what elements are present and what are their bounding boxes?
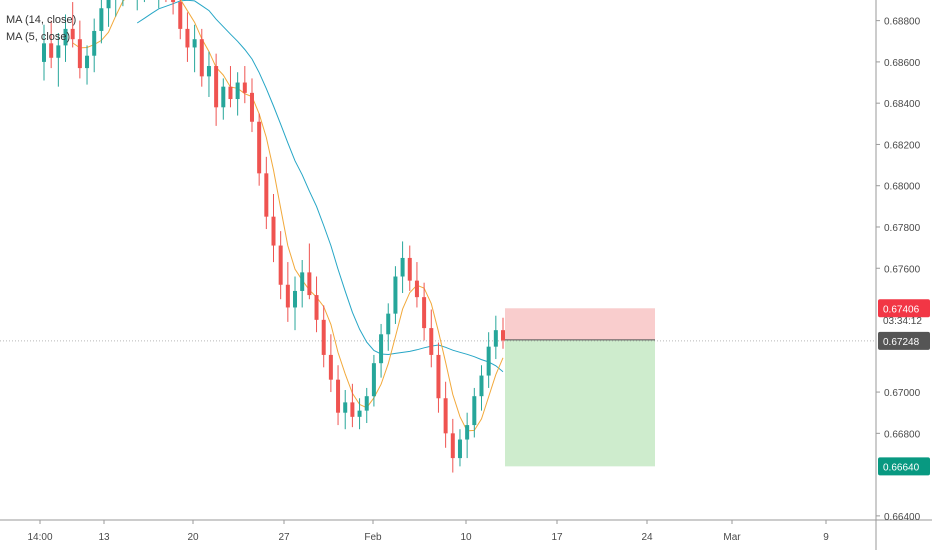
ma-14-line (136, 0, 504, 373)
candle-body (199, 39, 204, 77)
candle-body (264, 173, 269, 217)
target-price-badge: 0.66640 (883, 462, 920, 473)
take-profit-zone (505, 339, 655, 467)
candle-body (63, 28, 68, 46)
candle-body (443, 398, 448, 434)
target-price-badge-bg (878, 457, 930, 476)
candle-body (321, 319, 326, 355)
x-tick-label: 17 (551, 532, 563, 543)
candle-body (400, 257, 405, 277)
legend-ma-5[interactable]: MA (5, close) (6, 31, 71, 43)
candle-body (293, 290, 298, 308)
candle-body (493, 330, 498, 347)
candle-body (486, 346, 491, 376)
y-tick-label: 0.66800 (884, 429, 921, 440)
candle-body (42, 43, 46, 62)
ma-5-line (72, 0, 504, 432)
candle-body (171, 0, 176, 3)
candle-body (343, 402, 348, 413)
stop-price-badge-bg (878, 299, 930, 318)
y-tick-label: 0.68200 (884, 140, 921, 151)
candle-body (49, 43, 54, 58)
candle-body (85, 55, 90, 69)
candle-body (364, 396, 369, 411)
candle-body (501, 330, 505, 341)
candle-body (450, 433, 455, 459)
candle-body (249, 92, 254, 122)
candle-body (307, 272, 312, 296)
y-tick-label: 0.67000 (884, 388, 921, 399)
candle-body (457, 439, 462, 459)
x-tick-label: 24 (641, 532, 653, 543)
x-tick-label: 20 (187, 532, 199, 543)
y-tick-label: 0.67800 (884, 223, 921, 234)
stop-price-badge: 0.67406 (883, 304, 920, 315)
y-tick-label: 0.68000 (884, 182, 921, 193)
y-tick-label: 0.66400 (884, 512, 921, 523)
x-tick-label: 27 (278, 532, 290, 543)
candle-body (56, 45, 61, 58)
candle-body (235, 82, 240, 100)
x-tick-label: 14:00 (27, 532, 52, 543)
legend-ma-14[interactable]: MA (14, close) (6, 14, 77, 26)
candle-body (206, 66, 211, 77)
candle-body (178, 2, 183, 29)
candle-body (214, 66, 219, 108)
last-price-badge-bg (878, 331, 930, 350)
y-tick-label: 0.67600 (884, 264, 921, 275)
candle-body (429, 328, 434, 355)
candle-body (479, 375, 484, 397)
candle-body (242, 82, 247, 93)
candle-body (328, 354, 333, 380)
candle-body (300, 272, 305, 291)
candle-body (336, 379, 341, 413)
candle-body (357, 410, 362, 417)
candle-body (465, 425, 470, 440)
position-tool[interactable] (0, 308, 876, 467)
candle-body (379, 334, 384, 364)
candle-body (371, 363, 376, 397)
candle-body (228, 86, 233, 100)
x-axis-bg (0, 520, 932, 550)
y-tick-label: 0.68400 (884, 99, 921, 110)
candle-body (257, 121, 262, 174)
candle-body (271, 216, 276, 246)
candle-body (99, 8, 104, 31)
candle-body (393, 276, 398, 314)
candle-body (185, 28, 190, 48)
candlestick-series (42, 0, 505, 473)
candle-body (77, 39, 82, 69)
candle-body (192, 39, 197, 48)
candle-body (314, 295, 319, 320)
candle-body (436, 354, 441, 399)
stop-loss-zone (505, 308, 655, 340)
candle-body (92, 30, 97, 56)
x-tick-label: 9 (823, 532, 829, 543)
last-price-badge: 0.67248 (883, 337, 920, 348)
x-tick-label: 13 (98, 532, 110, 543)
y-tick-label: 0.68600 (884, 58, 921, 69)
candle-body (70, 28, 75, 40)
x-tick-label: Feb (364, 532, 382, 543)
candle-body (278, 245, 283, 285)
candle-body (386, 313, 391, 335)
candle-body (422, 297, 427, 329)
candle-body (106, 0, 111, 9)
candle-body (414, 280, 419, 298)
candle-body (472, 396, 477, 426)
y-tick-label: 0.68800 (884, 17, 921, 28)
countdown-label: 03:34:12 (883, 316, 922, 327)
indicator-legend: MA (14, close) MA (5, close) (6, 12, 76, 46)
moving-average-lines (72, 0, 504, 432)
candle-body (221, 86, 226, 108)
candle-body (407, 257, 412, 281)
x-tick-label: 10 (460, 532, 472, 543)
candle-body (350, 402, 355, 417)
x-tick-label: Mar (723, 532, 741, 543)
candle-body (285, 284, 290, 308)
